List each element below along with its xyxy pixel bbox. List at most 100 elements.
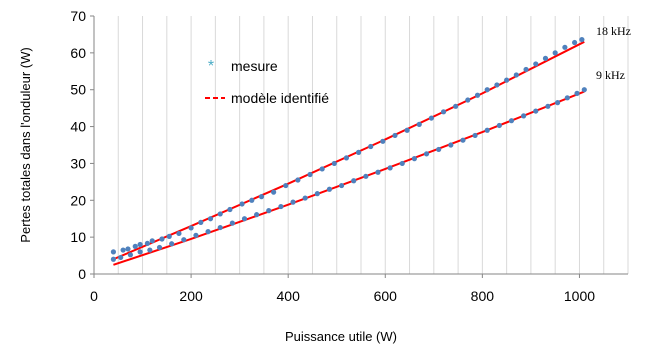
axes (90, 15, 628, 278)
measure-point (159, 236, 165, 242)
measure-point (484, 127, 490, 133)
measure-point (545, 103, 551, 109)
measure-point (368, 143, 374, 150)
measure-point (207, 216, 214, 222)
measure-point (193, 232, 199, 238)
measure-point (363, 173, 369, 179)
measure-point (249, 197, 255, 203)
measure-point (387, 165, 393, 171)
measure-point (181, 237, 187, 243)
measure-point (533, 61, 539, 67)
model-lines (113, 40, 585, 266)
measure-point (496, 122, 502, 129)
measure-point (448, 142, 454, 148)
measure-point (343, 155, 350, 161)
measure-point (227, 206, 233, 213)
measure-point (399, 160, 405, 167)
measure-point (581, 87, 587, 93)
annotation-18khz: 18 kHz (596, 24, 631, 38)
measure-point (423, 151, 430, 157)
measure-point (295, 177, 301, 183)
measure-point (125, 246, 131, 252)
measure-point (552, 50, 558, 56)
measure-point (241, 216, 248, 222)
measure-point (504, 77, 510, 83)
measure-point (307, 171, 313, 178)
legend-measure-marker-icon: * (208, 58, 214, 75)
legend-measure-label: mesure (231, 58, 278, 74)
x-axis-label: Puissance utile (W) (285, 329, 397, 344)
measure-point (319, 166, 325, 172)
measure-point (331, 160, 337, 167)
measure-point (574, 90, 580, 96)
measure-point (217, 224, 223, 231)
measure-point (302, 195, 308, 201)
measure-point (283, 182, 289, 189)
measure-point (542, 55, 549, 61)
measure-point (523, 66, 529, 73)
measure-point (110, 249, 117, 255)
x-tick-label: 1000 (564, 288, 595, 304)
measure-point (156, 244, 163, 251)
measure-point (176, 230, 182, 237)
measure-point (278, 203, 284, 210)
measure-point (555, 100, 561, 106)
measure-point (338, 182, 345, 189)
measure-point (188, 225, 194, 231)
measure-point (205, 229, 211, 235)
legend: * mesure modèle identifié (205, 58, 329, 106)
y-tick-label: 50 (70, 82, 86, 98)
measure-point (137, 249, 143, 255)
measure-point (127, 252, 134, 258)
measure-point (137, 241, 143, 248)
measure-point (271, 189, 277, 195)
measure-point (436, 146, 442, 153)
measure-point (428, 115, 434, 121)
x-tick-label: 600 (374, 288, 398, 304)
grid-lines (117, 16, 629, 274)
x-tick-label: 400 (277, 288, 301, 304)
measure-point (465, 97, 471, 103)
measure-point (290, 199, 296, 205)
y-axis-label: Pertes totales dans l'onduleur (W) (18, 47, 33, 242)
measure-point (513, 72, 519, 78)
measure-points (110, 36, 587, 262)
measure-point (562, 44, 568, 50)
x-tick-label: 200 (179, 288, 203, 304)
y-tick-label: 60 (70, 45, 86, 61)
measure-point (266, 208, 272, 214)
measure-point (110, 256, 117, 262)
measure-point (572, 39, 578, 46)
measure-point (474, 92, 481, 98)
measure-point (326, 186, 333, 192)
measure-point (355, 149, 362, 155)
measure-point (484, 87, 490, 93)
y-tick-label: 20 (70, 192, 86, 208)
y-tick-label: 40 (70, 119, 86, 135)
measure-point (416, 121, 422, 127)
measure-point (411, 156, 417, 162)
measure-point (254, 212, 260, 218)
measure-point (460, 137, 466, 143)
measure-point (564, 95, 570, 101)
measure-point (147, 247, 153, 253)
measure-point (375, 169, 381, 175)
measure-point (217, 211, 223, 217)
model-line (113, 40, 585, 261)
measure-point (169, 241, 175, 247)
measure-point (166, 233, 172, 240)
measure-point (579, 36, 585, 43)
measure-point (239, 201, 245, 207)
measure-point (132, 243, 138, 249)
measure-point (118, 254, 124, 261)
legend-model-label: modèle identifié (231, 90, 329, 106)
measure-point (404, 127, 410, 133)
measure-point (198, 219, 204, 225)
measure-point (351, 178, 357, 184)
measure-point (120, 247, 126, 253)
measure-point (314, 191, 320, 197)
measure-point (472, 132, 478, 139)
measure-point (533, 108, 539, 114)
measure-point (144, 240, 150, 247)
